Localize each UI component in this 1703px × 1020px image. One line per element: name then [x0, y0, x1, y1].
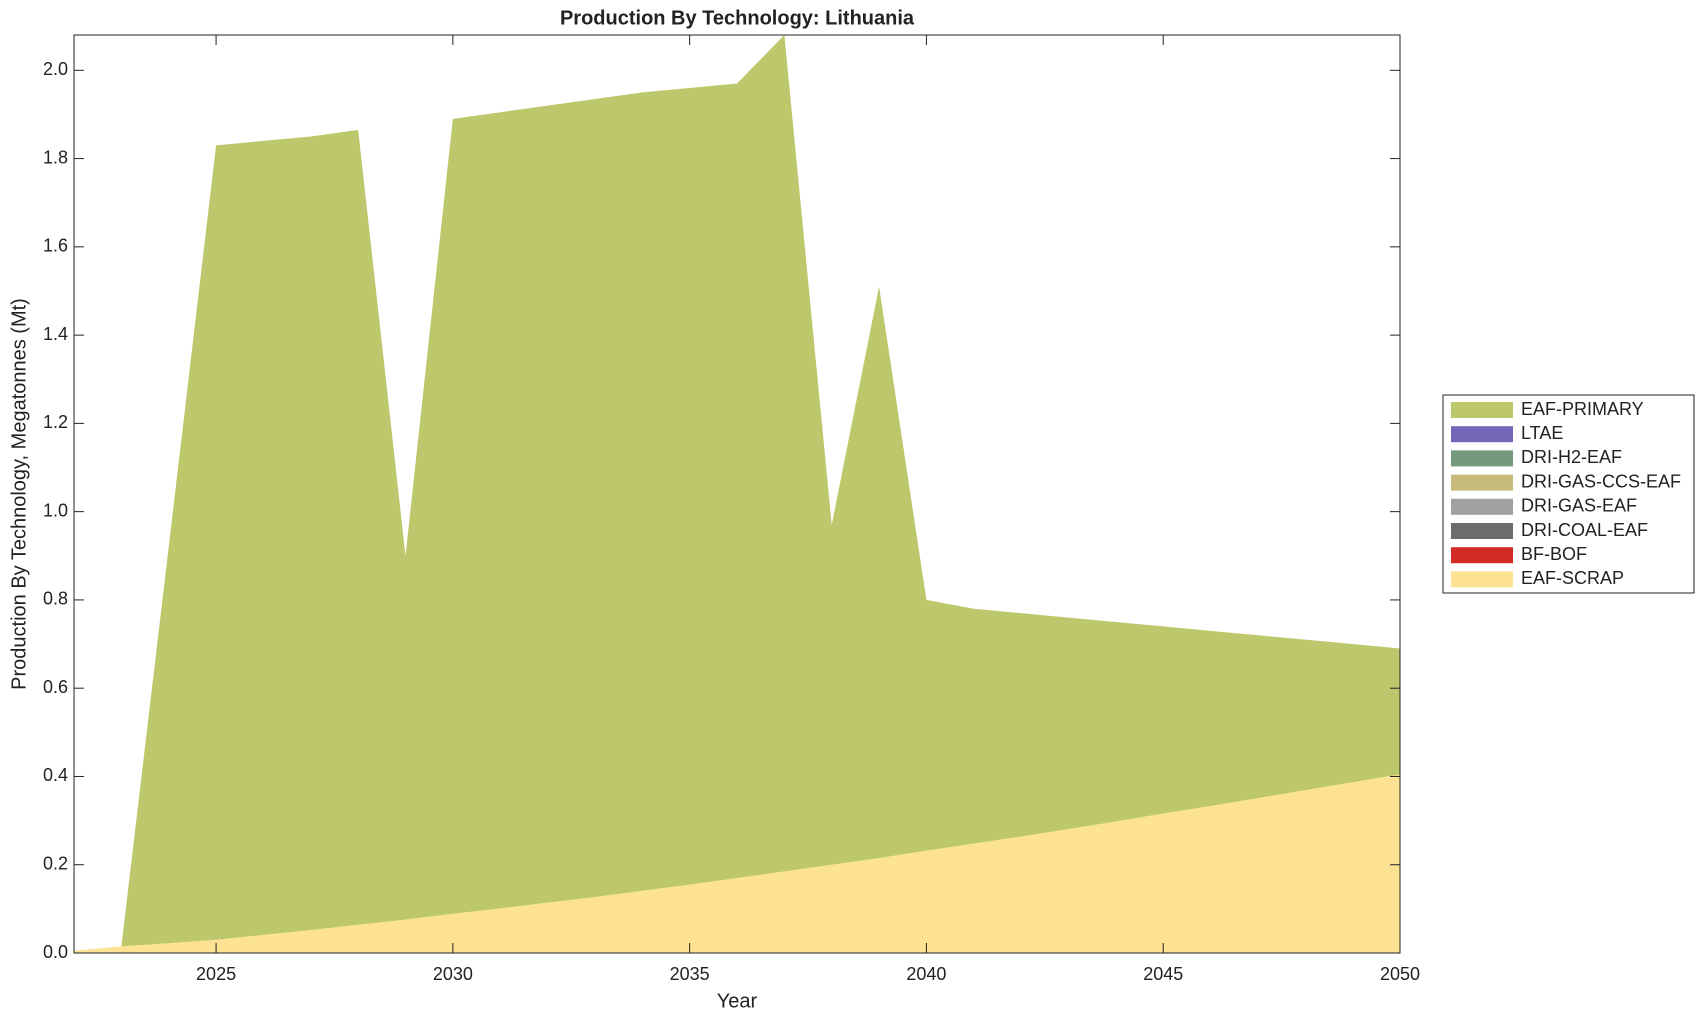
- area: [74, 774, 1400, 953]
- legend-label: DRI-GAS-EAF: [1521, 496, 1637, 516]
- chart-title: Production By Technology: Lithuania: [560, 7, 915, 29]
- y-tick-label: 0.8: [43, 589, 68, 609]
- legend-swatch: [1451, 402, 1513, 418]
- y-tick-label: 1.2: [43, 412, 68, 432]
- x-axis-label: Year: [717, 990, 758, 1012]
- legend-swatch: [1451, 523, 1513, 539]
- x-tick-label: 2040: [906, 964, 946, 984]
- y-tick-label: 2.0: [43, 59, 68, 79]
- legend-swatch: [1451, 547, 1513, 564]
- x-tick-label: 2050: [1380, 964, 1420, 984]
- legend-label: BF-BOF: [1521, 544, 1587, 564]
- x-tick-label: 2045: [1143, 964, 1183, 984]
- area: [74, 35, 1400, 951]
- legend-swatch: [1451, 426, 1513, 443]
- y-tick-label: 0.6: [43, 677, 68, 697]
- x-tick-label: 2035: [670, 964, 710, 984]
- plot-frame: [73, 34, 1401, 954]
- y-axis-label: Production By Technology, Megatonnes (Mt…: [8, 298, 30, 690]
- y-tick-label: 0.4: [43, 765, 68, 785]
- legend-swatch: [1451, 571, 1513, 588]
- legend-swatch: [1451, 450, 1513, 467]
- legend-label: EAF-SCRAP: [1521, 568, 1624, 588]
- plot-area: [74, 35, 1400, 953]
- x-tick-label: 2030: [433, 964, 473, 984]
- legend-swatch: [1451, 498, 1513, 515]
- y-tick-label: 0.0: [43, 942, 68, 962]
- x-tick-label: 2025: [196, 964, 236, 984]
- y-tick-label: 1.4: [43, 324, 68, 344]
- legend-label: DRI-GAS-CCS-EAF: [1521, 471, 1681, 491]
- y-tick-label: 1.0: [43, 500, 68, 520]
- legend-label: EAF-PRIMARY: [1521, 399, 1644, 419]
- y-tick-label: 0.2: [43, 853, 68, 873]
- y-tick-label: 1.6: [43, 236, 68, 256]
- y-tick-label: 1.8: [43, 147, 68, 167]
- legend-label: LTAE: [1521, 423, 1563, 443]
- legend-label: DRI-H2-EAF: [1521, 447, 1622, 467]
- legend-label: DRI-COAL-EAF: [1521, 520, 1648, 540]
- legend-swatch: [1451, 474, 1513, 491]
